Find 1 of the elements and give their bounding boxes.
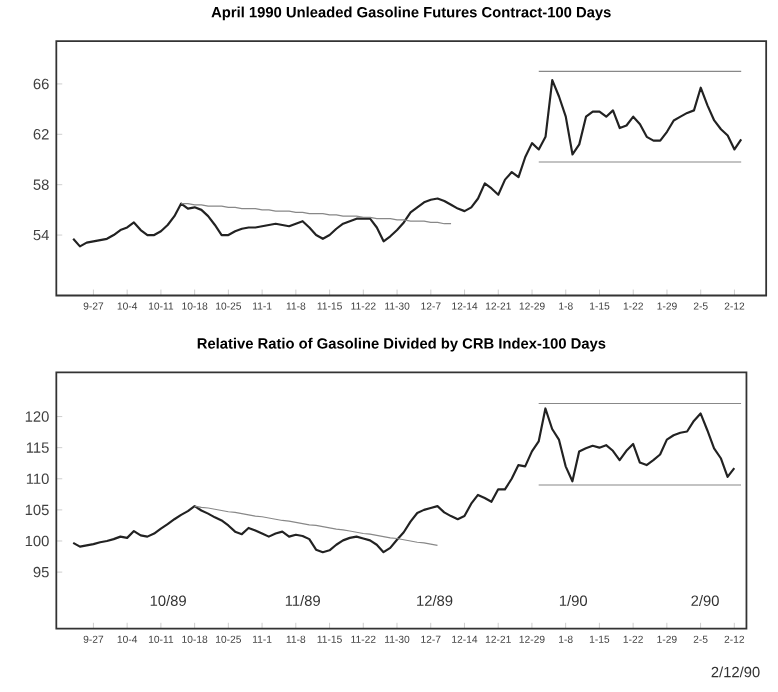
line-series — [72, 407, 736, 554]
